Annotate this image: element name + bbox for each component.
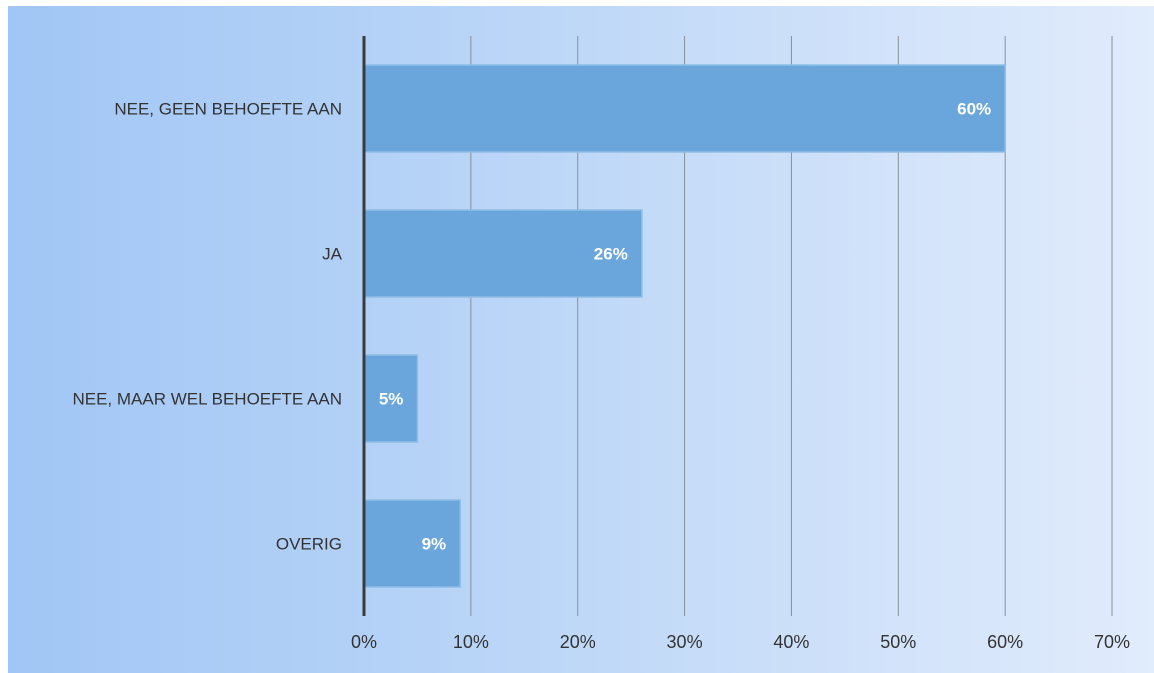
- x-tick-label: 0%: [351, 632, 377, 652]
- x-tick-label: 70%: [1094, 632, 1130, 652]
- data-label: 5%: [379, 390, 404, 409]
- bars: [363, 64, 1006, 588]
- category-labels: NEE, GEEN BEHOEFTE AAN JA NEE, MAAR WEL BE…: [72, 100, 342, 554]
- category-label: NEE, MAAR WEL BEHOEFTE AAN: [72, 390, 342, 409]
- category-label: OVERIG: [276, 535, 342, 554]
- bar-chart: NEE, GEEN BEHOEFTE AAN JA NEE, MAAR WEL BE…: [72, 36, 1130, 652]
- category-label: NEE, GEEN BEHOEFTE AAN: [114, 100, 342, 119]
- x-tick-label: 30%: [667, 632, 703, 652]
- data-labels: 60% 26% 5% 9%: [379, 100, 991, 554]
- x-tick-labels: 0% 10% 20% 30% 40% 50% 60% 70%: [351, 632, 1130, 652]
- chart-area: NEE, GEEN BEHOEFTE AAN JA NEE, MAAR WEL BE…: [8, 6, 1154, 673]
- x-tick-label: 50%: [880, 632, 916, 652]
- data-label: 60%: [957, 100, 991, 119]
- x-tick-label: 20%: [560, 632, 596, 652]
- bar: [363, 209, 643, 298]
- category-label: JA: [322, 245, 343, 264]
- x-tick-label: 40%: [773, 632, 809, 652]
- data-label: 9%: [422, 535, 447, 554]
- x-tick-label: 60%: [987, 632, 1023, 652]
- bar: [363, 354, 419, 443]
- x-tick-label: 10%: [453, 632, 489, 652]
- bar: [363, 64, 1006, 153]
- data-label: 26%: [594, 245, 628, 264]
